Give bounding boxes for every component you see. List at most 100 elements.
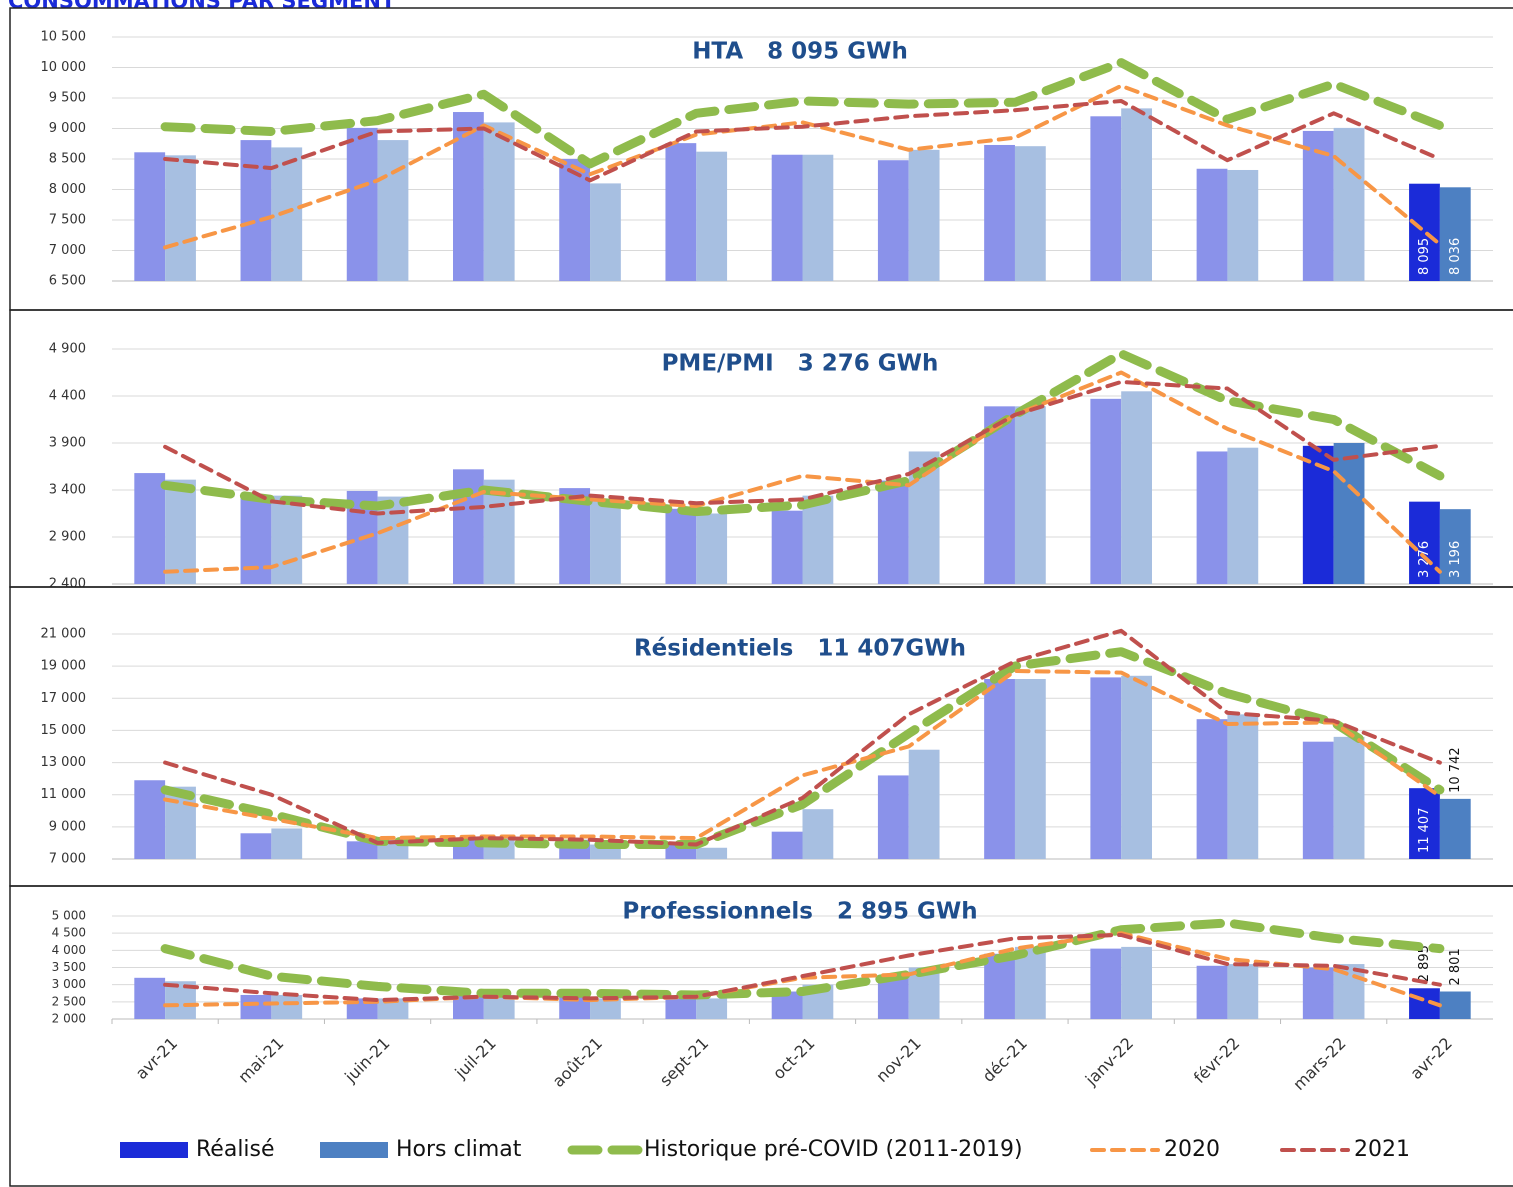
x-tick-label: sept-21 bbox=[656, 1034, 712, 1090]
line-series bbox=[160, 349, 1445, 517]
bar bbox=[1196, 965, 1228, 1019]
bar bbox=[908, 149, 940, 281]
bar bbox=[165, 155, 196, 281]
bar bbox=[802, 495, 834, 584]
legend-label: Historique pré-COVID (2011-2019) bbox=[644, 1137, 1023, 1162]
y-tick-label: 9 000 bbox=[49, 819, 86, 834]
bar bbox=[1090, 116, 1122, 281]
bar bbox=[802, 154, 834, 281]
x-tick-label: févr-22 bbox=[1190, 1034, 1243, 1087]
y-tick-label: 2 400 bbox=[49, 577, 86, 592]
y-tick-label: 9 500 bbox=[49, 91, 86, 106]
y-tick-label: 3 500 bbox=[52, 960, 86, 974]
bar bbox=[1439, 509, 1471, 584]
y-tick-label: 13 000 bbox=[41, 755, 87, 770]
value-label: 8 036 bbox=[1448, 238, 1463, 275]
bar bbox=[984, 144, 1015, 281]
bar bbox=[1333, 443, 1365, 584]
bar bbox=[377, 998, 409, 1019]
panel-frame bbox=[9, 885, 1513, 1187]
y-tick-label: 7 500 bbox=[49, 213, 86, 228]
y-tick-label: 10 000 bbox=[41, 60, 87, 75]
bar bbox=[271, 828, 303, 859]
bar bbox=[1014, 406, 1046, 584]
bar bbox=[1409, 501, 1440, 584]
bar bbox=[559, 159, 591, 281]
legend-swatch bbox=[120, 1142, 188, 1158]
legend-label: 2021 bbox=[1354, 1137, 1410, 1162]
value-label: 2 895 bbox=[1417, 945, 1432, 982]
x-tick-label: nov-21 bbox=[872, 1034, 924, 1086]
x-tick-label: juil-21 bbox=[451, 1034, 500, 1083]
y-tick-label: 7 000 bbox=[49, 852, 86, 867]
legend-swatch bbox=[320, 1142, 388, 1158]
bar bbox=[1014, 146, 1046, 281]
bar bbox=[771, 154, 803, 281]
bar bbox=[1302, 130, 1334, 281]
y-tick-label: 8 000 bbox=[49, 182, 86, 197]
bar bbox=[877, 160, 909, 281]
line-series bbox=[163, 379, 1442, 516]
panel-title: PME/PMI 3 276 GWh bbox=[662, 351, 939, 377]
bar bbox=[1333, 736, 1365, 859]
panel-title: Résidentiels 11 407GWh bbox=[634, 636, 966, 662]
bar bbox=[134, 977, 166, 1019]
bar bbox=[590, 998, 621, 1019]
line-series bbox=[163, 83, 1442, 250]
legend-label: Hors climat bbox=[396, 1137, 522, 1162]
line-series bbox=[160, 918, 1445, 1000]
y-tick-label: 17 000 bbox=[41, 691, 87, 706]
bar bbox=[984, 953, 1015, 1019]
y-tick-label: 2 900 bbox=[49, 530, 86, 545]
y-tick-label: 19 000 bbox=[41, 659, 87, 674]
bar bbox=[696, 998, 728, 1019]
line-series bbox=[163, 932, 1442, 1003]
y-tick-label: 8 500 bbox=[49, 152, 86, 167]
x-tick-label: mars-22 bbox=[1289, 1034, 1349, 1094]
bar bbox=[346, 841, 378, 859]
bar bbox=[1121, 108, 1152, 282]
line-series bbox=[163, 628, 1442, 847]
y-tick-label: 2 500 bbox=[52, 994, 86, 1008]
y-tick-label: 15 000 bbox=[41, 723, 87, 738]
bar bbox=[771, 510, 803, 584]
bar bbox=[1227, 964, 1259, 1019]
bar bbox=[240, 833, 272, 859]
bar bbox=[1227, 169, 1259, 281]
x-tick-label: déc-21 bbox=[979, 1034, 1031, 1086]
bar bbox=[453, 112, 484, 281]
bar bbox=[877, 977, 909, 1019]
x-tick-label: janv-22 bbox=[1081, 1034, 1137, 1090]
bar bbox=[1333, 127, 1365, 281]
x-tick-label: avr-22 bbox=[1406, 1034, 1455, 1083]
bar bbox=[696, 847, 728, 859]
bar bbox=[1227, 714, 1259, 859]
bar bbox=[1439, 798, 1471, 859]
bar bbox=[271, 147, 303, 281]
y-tick-label: 4 900 bbox=[49, 342, 86, 357]
bar bbox=[483, 122, 515, 282]
line-series bbox=[163, 99, 1442, 183]
bar bbox=[1333, 964, 1365, 1019]
bar bbox=[240, 994, 272, 1019]
bar bbox=[1227, 447, 1259, 584]
bar bbox=[908, 749, 940, 859]
bar bbox=[984, 679, 1015, 859]
y-tick-label: 4 500 bbox=[52, 926, 86, 940]
bar bbox=[240, 495, 272, 584]
bar bbox=[590, 498, 621, 584]
bar bbox=[1121, 946, 1152, 1019]
y-tick-label: 6 500 bbox=[49, 274, 86, 289]
y-tick-label: 21 000 bbox=[41, 627, 87, 642]
value-label: 10 742 bbox=[1448, 747, 1463, 793]
bar bbox=[1121, 675, 1152, 859]
bar bbox=[1196, 168, 1228, 281]
bar bbox=[1121, 391, 1152, 584]
y-tick-label: 5 000 bbox=[52, 909, 86, 923]
bar bbox=[377, 140, 409, 281]
bar bbox=[665, 143, 697, 281]
bar bbox=[165, 479, 196, 584]
value-label: 11 407 bbox=[1417, 808, 1432, 854]
y-tick-label: 10 500 bbox=[41, 30, 87, 45]
panel-title: HTA 8 095 GWh bbox=[692, 39, 908, 65]
